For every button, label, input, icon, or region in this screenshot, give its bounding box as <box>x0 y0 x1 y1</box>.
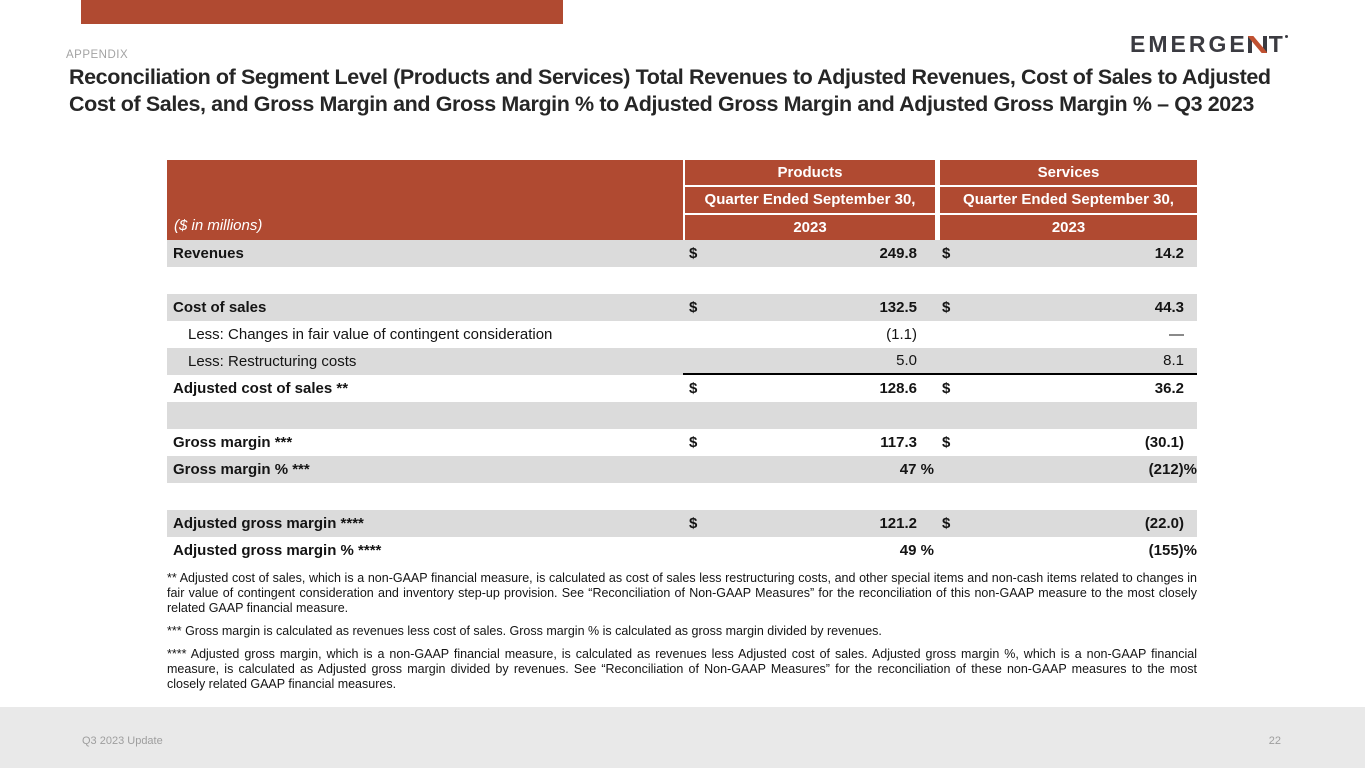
row-label: Less: Changes in fair value of contingen… <box>188 326 553 343</box>
products-header: Products <box>685 160 935 186</box>
services-header: Services <box>940 160 1197 186</box>
section-kicker: APPENDIX <box>66 49 129 61</box>
row-label: Cost of sales <box>173 299 267 316</box>
table-row-adjusted-cost-of-sales: Adjusted cost of sales ** $128.6 $36.2 <box>167 375 1197 402</box>
footnote-adjusted-gross-margin: **** Adjusted gross margin, which is a n… <box>167 647 1197 691</box>
currency-symbol: $ <box>942 245 951 262</box>
logo-text-right: T <box>1268 31 1286 57</box>
products-value: 49 % <box>899 542 934 559</box>
products-value: 249.8 <box>879 245 917 262</box>
currency-symbol: $ <box>942 515 951 532</box>
page-number: 22 <box>1268 735 1281 747</box>
trademark-icon <box>1284 35 1288 38</box>
logo-text-left: EMERGE <box>1130 31 1248 57</box>
products-value: 128.6 <box>879 380 917 397</box>
table-row-less-contingent-consideration: Less: Changes in fair value of contingen… <box>167 321 1197 348</box>
services-value: (155)% <box>1148 542 1197 559</box>
table-header: ($ in millions) Products Quarter Ended S… <box>167 160 1197 240</box>
row-label: Gross margin *** <box>173 434 293 451</box>
products-value: 132.5 <box>879 299 917 316</box>
table-row-cost-of-sales: Cost of sales $132.5 $44.3 <box>167 294 1197 321</box>
services-header-group: Services Quarter Ended September 30, 202… <box>940 160 1197 240</box>
page-title: Reconciliation of Segment Level (Product… <box>69 65 1271 116</box>
currency-symbol: $ <box>689 515 698 532</box>
currency-symbol: $ <box>689 380 698 397</box>
footnote-gross-margin: *** Gross margin is calculated as revenu… <box>167 624 882 638</box>
table-row-adjusted-gross-margin-pct: Adjusted gross margin % **** 49 % (155)% <box>167 537 1197 564</box>
table-spacer-row <box>167 402 1197 429</box>
table-spacer-row <box>167 483 1197 510</box>
row-label: Adjusted gross margin **** <box>173 515 364 532</box>
accent-bar <box>81 0 563 24</box>
services-value: 44.3 <box>1154 299 1184 316</box>
table-row-gross-margin: Gross margin *** $117.3 $ (30.1) <box>167 429 1197 456</box>
currency-symbol: $ <box>689 245 698 262</box>
currency-symbol: $ <box>689 299 698 316</box>
row-label: Gross margin % *** <box>173 461 310 478</box>
services-value: — <box>1169 326 1184 343</box>
reconciliation-table: ($ in millions) Products Quarter Ended S… <box>167 160 1197 564</box>
emergent-logo: EMERGE T <box>1130 31 1289 58</box>
table-row-adjusted-gross-margin: Adjusted gross margin **** $121.2 $ (22.0) <box>167 510 1197 537</box>
products-period-header: Quarter Ended September 30, <box>685 187 935 213</box>
slide-footer: Q3 2023 Update 22 <box>0 707 1365 768</box>
header-divider <box>935 160 940 240</box>
products-year-header: 2023 <box>685 214 935 240</box>
row-label: Less: Restructuring costs <box>188 353 357 370</box>
row-label: Revenues <box>173 245 244 262</box>
footer-title: Q3 2023 Update <box>82 735 163 747</box>
table-row-revenues: Revenues $249.8 $14.2 <box>167 240 1197 267</box>
services-value: 14.2 <box>1154 245 1184 262</box>
row-label: Adjusted gross margin % **** <box>173 542 382 559</box>
currency-symbol: $ <box>689 434 698 451</box>
products-value: 117.3 <box>880 434 917 451</box>
currency-symbol: $ <box>942 380 951 397</box>
unit-label-cell: ($ in millions) <box>167 160 683 240</box>
services-value: 36.2 <box>1154 380 1184 397</box>
row-label: Adjusted cost of sales ** <box>173 380 349 397</box>
services-value: 8.1 <box>1163 352 1184 369</box>
products-value: (1.1) <box>886 326 917 343</box>
products-value: 121.2 <box>879 515 917 532</box>
footnotes: ** Adjusted cost of sales, which is a no… <box>167 571 1197 700</box>
services-value: (30.1) <box>1144 434 1184 451</box>
currency-symbol: $ <box>942 299 951 316</box>
services-period-header: Quarter Ended September 30, <box>940 187 1197 213</box>
table-spacer-row <box>167 267 1197 294</box>
services-value: (22.0) <box>1144 515 1184 532</box>
footnote-adjusted-cost-of-sales: ** Adjusted cost of sales, which is a no… <box>167 571 1197 615</box>
services-value: (212)% <box>1148 461 1197 478</box>
products-header-group: Products Quarter Ended September 30, 202… <box>685 160 935 240</box>
products-value: 47 % <box>899 461 934 478</box>
services-year-header: 2023 <box>940 214 1197 240</box>
table-row-less-restructuring-costs: Less: Restructuring costs 5.0 8.1 <box>167 348 1197 375</box>
currency-symbol: $ <box>942 434 951 451</box>
table-row-gross-margin-pct: Gross margin % *** 47 % (212)% <box>167 456 1197 483</box>
logo-n-icon <box>1247 36 1267 53</box>
header-divider <box>683 160 685 240</box>
products-value: 5.0 <box>896 352 917 369</box>
